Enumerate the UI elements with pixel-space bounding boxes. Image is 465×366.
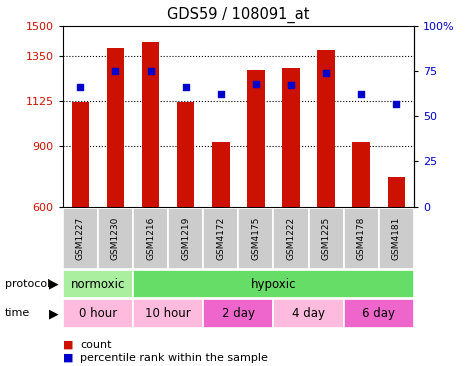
Text: 6 day: 6 day [362,307,395,320]
Text: ▶: ▶ [49,307,59,320]
Text: GSM1222: GSM1222 [286,217,295,260]
Title: GDS59 / 108091_at: GDS59 / 108091_at [167,7,310,23]
Text: 4 day: 4 day [292,307,325,320]
Point [252,81,259,86]
Bar [317,50,335,207]
Bar [352,142,370,207]
Text: protocol: protocol [5,279,50,289]
Text: GSM1225: GSM1225 [322,217,331,260]
Bar [133,299,203,328]
Text: GSM4178: GSM4178 [357,217,365,260]
Bar [63,270,133,298]
Text: 10 hour: 10 hour [145,307,191,320]
Point [392,101,400,107]
Bar [133,208,168,269]
Bar [98,208,133,269]
Bar [282,68,300,207]
Text: GSM4175: GSM4175 [252,217,260,260]
Bar [247,70,265,207]
Point [112,68,119,74]
Bar [273,299,344,328]
Text: 2 day: 2 day [222,307,255,320]
Text: hypoxic: hypoxic [251,278,296,291]
Text: GSM1230: GSM1230 [111,217,120,260]
Bar [344,208,379,269]
Bar [387,177,405,207]
Bar [106,48,124,207]
Text: GSM1219: GSM1219 [181,217,190,260]
Text: GSM1227: GSM1227 [76,217,85,260]
Point [287,82,295,88]
Text: GSM4181: GSM4181 [392,217,401,260]
Bar [177,102,194,207]
Bar [273,208,309,269]
Bar [379,208,414,269]
Point [322,70,330,76]
Point [182,84,189,90]
Text: time: time [5,309,30,318]
Bar [72,102,89,207]
Bar [203,299,273,328]
Text: percentile rank within the sample: percentile rank within the sample [80,353,268,363]
Point [217,92,225,97]
Bar [142,42,159,207]
Point [147,68,154,74]
Bar [63,208,98,269]
Point [358,92,365,97]
Bar [239,208,273,269]
Text: count: count [80,340,112,350]
Text: GSM4172: GSM4172 [216,217,225,260]
Text: normoxic: normoxic [71,278,125,291]
Text: ■: ■ [63,340,73,350]
Text: ■: ■ [63,353,73,363]
Point [77,84,84,90]
Text: ▶: ▶ [49,278,59,291]
Text: 0 hour: 0 hour [79,307,117,320]
Bar [203,208,239,269]
Text: GSM1216: GSM1216 [146,217,155,260]
Bar [309,208,344,269]
Bar [63,299,133,328]
Bar [168,208,203,269]
Bar [212,142,230,207]
Bar [344,299,414,328]
Bar [133,270,414,298]
